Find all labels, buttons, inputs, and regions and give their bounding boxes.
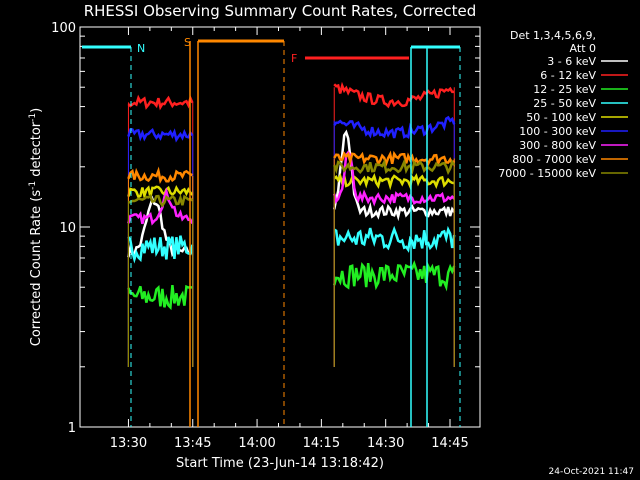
axis-ticks: 13:30 13:45 14:00 14:15 14:30 14:45 1 10 100: [51, 21, 480, 451]
y-tick-label: 100: [51, 21, 76, 36]
series-line-25-50: [333, 225, 456, 253]
x-axis-label: Start Time (23-Jun-14 13:18:42): [176, 456, 384, 471]
series-line-50-100: [127, 184, 194, 201]
chart-title: RHESSI Observing Summary Count Rates, Co…: [84, 2, 477, 20]
legend-label: 7000 - 15000 keV: [498, 167, 596, 180]
series-line-7000-15000: [128, 193, 194, 208]
series-line-6-12: [333, 81, 455, 109]
series-line-12-25: [127, 284, 193, 311]
legend-label: 50 - 100 keV: [526, 111, 596, 124]
series-line-300-800: [332, 150, 456, 207]
marker-s: S: [184, 36, 191, 49]
attenuator-markers: N S F: [82, 36, 461, 427]
plot-frame: [79, 26, 481, 428]
legend-label: 12 - 25 keV: [533, 83, 596, 96]
legend-label: 6 - 12 keV: [540, 69, 596, 82]
legend-label: 3 - 6 keV: [547, 55, 596, 68]
series-line-800-7000: [127, 166, 193, 185]
series-line-6-12: [127, 94, 194, 111]
y-axis-label: Corrected Count Rate (s-1 detector-1): [28, 108, 44, 346]
series-line-12-25: [332, 260, 456, 292]
series-line-100-300: [127, 127, 194, 143]
y-tick-label: 1: [68, 421, 76, 436]
footer-date: 24-Oct-2021 11:47: [549, 467, 634, 477]
marker-f: F: [291, 52, 297, 65]
series-line-800-7000: [333, 150, 456, 168]
legend-header: Att 0: [570, 42, 596, 55]
series-line-7000-15000: [333, 158, 456, 176]
series-line-100-300: [333, 115, 456, 139]
series-line-300-800: [127, 187, 194, 226]
legend-header: Det 1,3,4,5,6,9,: [510, 29, 596, 42]
x-tick-label: 14:00: [238, 436, 275, 451]
y-tick-label: 10: [59, 221, 76, 236]
marker-n: N: [137, 42, 145, 55]
x-tick-label: 14:15: [303, 436, 340, 451]
x-tick-label: 14:30: [367, 436, 404, 451]
count-rate-bands: [127, 81, 456, 367]
series-line-25-50: [127, 235, 194, 264]
legend-label: 300 - 800 keV: [519, 139, 596, 152]
x-tick-label: 14:45: [431, 436, 468, 451]
legend-label: 800 - 7000 keV: [512, 153, 596, 166]
series-line-3-6: [332, 129, 456, 222]
x-tick-label: 13:30: [110, 436, 147, 451]
x-tick-label: 13:45: [174, 436, 211, 451]
legend-label: 100 - 300 keV: [519, 125, 596, 138]
legend-label: 25 - 50 keV: [533, 97, 596, 110]
